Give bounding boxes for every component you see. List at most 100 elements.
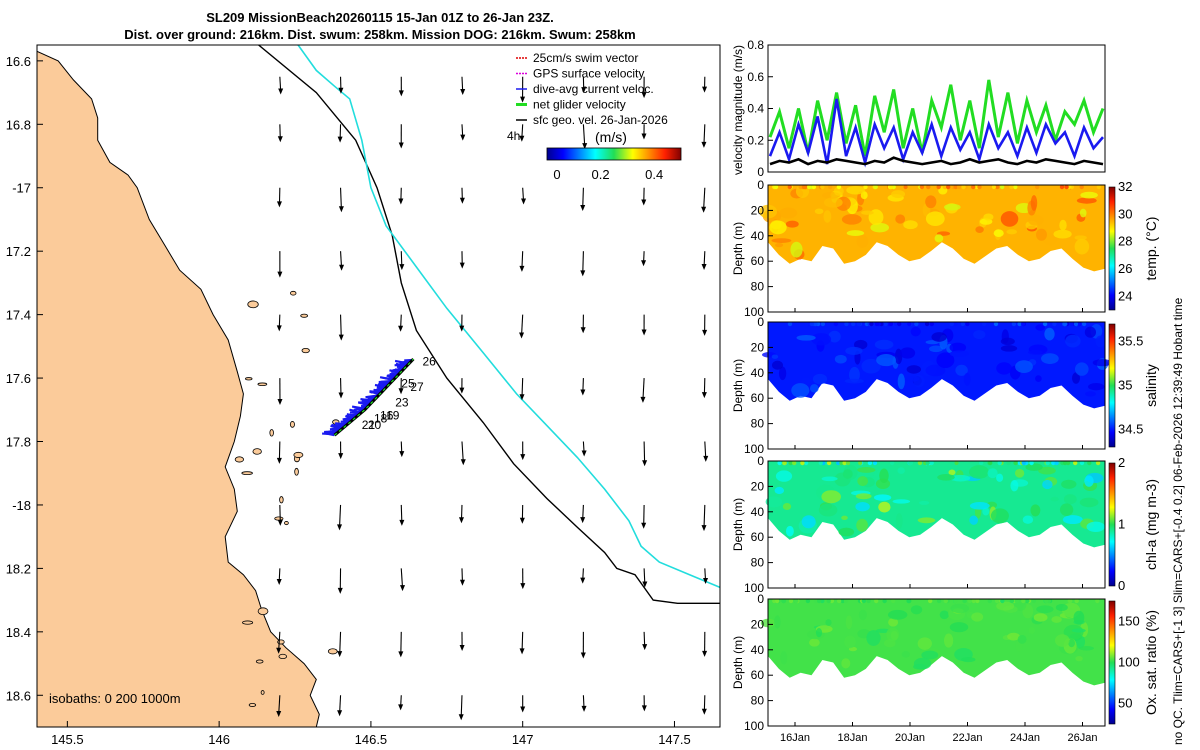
legend-label: dive-avg current veloc. bbox=[533, 82, 654, 96]
section-patch bbox=[814, 208, 824, 215]
section-patch bbox=[775, 470, 793, 482]
geo-velocity-arrow bbox=[641, 187, 647, 206]
arrow-shaft bbox=[339, 631, 342, 655]
surface-sample-dot bbox=[988, 460, 993, 466]
section-patch bbox=[823, 210, 832, 223]
geo-velocity-arrow bbox=[337, 631, 343, 658]
track-day-label: 20 bbox=[368, 418, 382, 432]
section-patch bbox=[1022, 515, 1034, 524]
surface-sample-dot bbox=[1013, 184, 1018, 190]
surface-sample-dot bbox=[777, 460, 782, 466]
section-patch bbox=[861, 210, 874, 215]
surface-sample-dot bbox=[842, 460, 847, 466]
arrow-head bbox=[399, 264, 405, 271]
arrow-head bbox=[459, 262, 465, 269]
geo-velocity-arrow bbox=[701, 504, 707, 532]
geo-velocity-arrow bbox=[519, 314, 525, 339]
arrow-head bbox=[276, 578, 282, 585]
track-day-label: 18 bbox=[374, 411, 388, 425]
map-y-tick-label: 17.4 bbox=[6, 308, 31, 323]
section-patch bbox=[895, 513, 903, 529]
section-patch bbox=[1075, 655, 1083, 662]
geo-velocity-arrow bbox=[640, 378, 646, 403]
speed-colorbar bbox=[546, 147, 682, 161]
section-patch bbox=[857, 476, 869, 487]
section-patch bbox=[996, 362, 1012, 375]
surface-sample-dot bbox=[869, 321, 874, 327]
arrow-head bbox=[520, 706, 526, 713]
map-y-tick-label: 18.4 bbox=[6, 625, 31, 640]
surface-sample-dot bbox=[1079, 460, 1085, 466]
arrow-head bbox=[642, 460, 648, 467]
section-ylabel: Depth (m) bbox=[731, 359, 745, 412]
arrow-head bbox=[641, 705, 647, 712]
surface-sample-dot bbox=[836, 460, 841, 466]
section-patch bbox=[855, 502, 870, 512]
colorbar-label: chl-a (mg m-3) bbox=[1143, 479, 1159, 570]
section-patch bbox=[825, 619, 832, 626]
section-y-tick-label: 60 bbox=[751, 391, 765, 405]
arrow-head bbox=[580, 270, 586, 277]
section-patch bbox=[1025, 463, 1043, 471]
arrow-head bbox=[398, 704, 404, 711]
geo-velocity-arrow bbox=[521, 187, 527, 205]
map-island bbox=[327, 648, 338, 655]
geo-velocity-arrow bbox=[337, 568, 343, 594]
map-island bbox=[252, 448, 262, 455]
geo-velocity-arrow bbox=[398, 314, 404, 332]
map-x-tick-label: 146.5 bbox=[355, 732, 388, 747]
section-y-tick-label: 60 bbox=[751, 254, 765, 268]
section-patch bbox=[874, 339, 894, 350]
surface-sample-dot bbox=[798, 184, 803, 190]
colorbar-tick-label: 0.2 bbox=[592, 167, 610, 182]
section-patch bbox=[834, 354, 847, 364]
surface-sample-dot bbox=[826, 460, 832, 466]
surface-sample-dot bbox=[811, 184, 817, 190]
geo-velocity-arrow bbox=[519, 124, 525, 142]
section-patch bbox=[918, 500, 930, 505]
surface-sample-dot bbox=[1000, 184, 1005, 190]
surface-sample-dot bbox=[817, 598, 822, 604]
section-patch bbox=[846, 230, 865, 237]
section-patch bbox=[774, 486, 785, 495]
geo-velocity-arrow bbox=[338, 378, 344, 399]
surface-sample-dot bbox=[1081, 321, 1087, 327]
section-patch bbox=[1036, 605, 1054, 614]
section-patch bbox=[860, 191, 868, 200]
isobath-1000m bbox=[297, 45, 720, 589]
section-patch bbox=[833, 186, 844, 196]
arrow-shaft bbox=[340, 314, 342, 338]
map-island bbox=[242, 620, 254, 625]
section-patch bbox=[765, 496, 783, 508]
section-patch bbox=[838, 527, 855, 537]
section-patch bbox=[858, 609, 867, 621]
section-patch bbox=[844, 378, 864, 384]
geo-velocity-arrow bbox=[580, 504, 586, 524]
section-patch bbox=[1053, 229, 1072, 239]
arrow-head bbox=[519, 265, 525, 272]
geo-velocity-arrow bbox=[276, 568, 282, 585]
arrow-head bbox=[641, 199, 647, 206]
section-y-tick-label: 20 bbox=[751, 203, 765, 217]
figure-title-line1: SL209 MissionBeach20260115 15-Jan 01Z to… bbox=[206, 10, 554, 25]
section-panel-3: 0 20 40 60 80 100 Depth (m) 2 1 0 chl-a (mg m-3) bbox=[731, 454, 1159, 595]
surface-sample-dot bbox=[953, 184, 958, 190]
surface-sample-dot bbox=[917, 460, 923, 466]
section-patch bbox=[950, 603, 970, 614]
geo-velocity-arrow bbox=[399, 251, 405, 271]
arrow-head bbox=[337, 136, 343, 143]
geo-velocity-arrow bbox=[459, 568, 465, 586]
section-patch bbox=[892, 499, 911, 504]
geo-velocity-arrow bbox=[641, 314, 647, 336]
geo-velocity-arrow bbox=[580, 187, 586, 211]
surface-sample-dot bbox=[1013, 460, 1018, 466]
surface-sample-dot bbox=[1054, 460, 1059, 466]
geo-velocity-arrow bbox=[641, 76, 647, 99]
section-patch bbox=[1095, 335, 1106, 348]
section-y-tick-label: 20 bbox=[751, 340, 765, 354]
section-y-tick-label: 100 bbox=[744, 719, 764, 733]
section-patch bbox=[821, 490, 842, 504]
colorbar-tick-label: 0.4 bbox=[645, 167, 663, 182]
section-patch bbox=[949, 622, 969, 633]
